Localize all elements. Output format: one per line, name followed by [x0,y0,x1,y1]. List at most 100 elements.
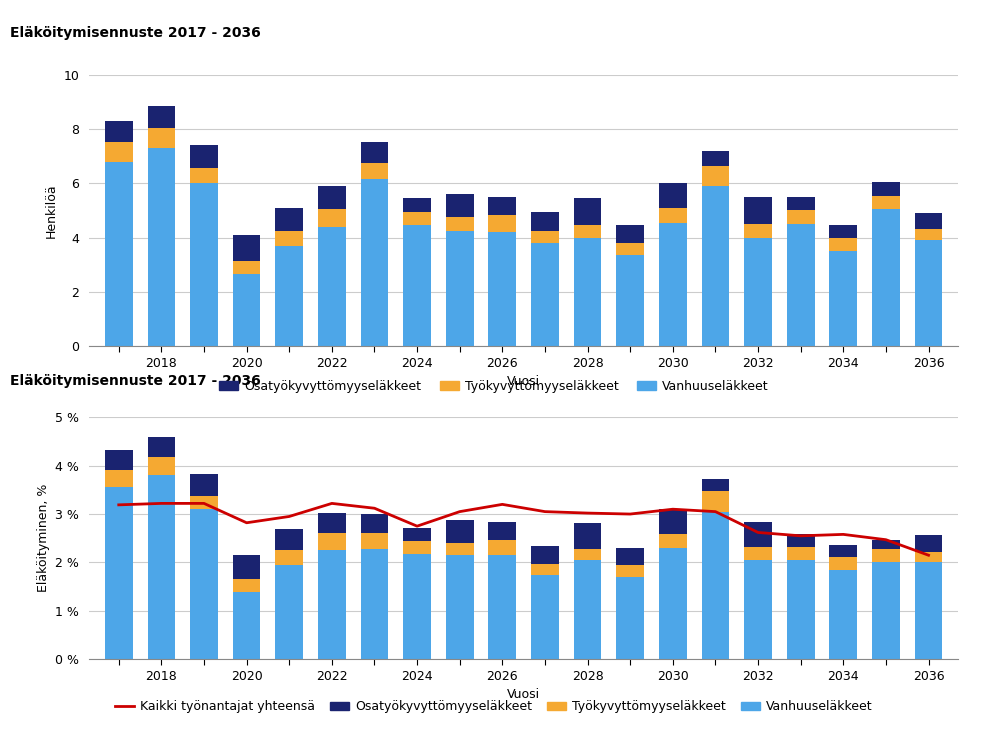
Bar [233,592,261,659]
Bar [915,229,943,241]
Y-axis label: Eläköityminen, %: Eläköityminen, % [37,484,49,592]
Bar [403,554,431,659]
Bar [361,533,388,549]
Bar [744,547,772,560]
Bar [701,186,729,346]
Text: Eläköitymisennuste 2017 - 2036: Eläköitymisennuste 2017 - 2036 [10,26,261,40]
Bar [872,562,900,659]
Bar [915,213,943,229]
Bar [276,208,303,231]
Bar [744,197,772,224]
Bar [147,148,175,346]
Bar [532,243,559,346]
Bar [617,565,644,577]
Bar [488,539,516,555]
Bar [830,570,858,659]
Bar [532,546,559,564]
Bar [488,555,516,659]
Bar [361,514,388,533]
Bar [701,479,729,491]
Bar [446,218,473,231]
Bar [233,235,261,261]
Bar [318,209,346,226]
Bar [190,183,217,346]
Bar [488,232,516,346]
Bar [105,471,132,487]
Bar [532,564,559,574]
Bar [233,261,261,274]
Bar [830,238,858,251]
Bar [190,475,217,495]
Bar [872,209,900,346]
Bar [147,437,175,457]
Bar [617,243,644,256]
Bar [659,548,687,659]
Bar [786,210,814,224]
Bar [744,522,772,547]
Bar [701,512,729,659]
Bar [830,226,858,238]
Bar [147,475,175,659]
Bar [361,549,388,659]
Bar [233,580,261,592]
Bar [744,238,772,346]
Bar [574,238,602,346]
Bar [318,226,346,346]
Legend: Kaikki työnantajat yhteensä, Osatyökyvyttömyyseläkkeet, Työkyvyttömyyseläkkeet, : Kaikki työnantajat yhteensä, Osatyökyvyt… [111,695,877,718]
Bar [403,527,431,541]
Bar [915,535,943,552]
Bar [233,274,261,346]
Bar [786,224,814,346]
Y-axis label: Henkilöä: Henkilöä [44,183,57,238]
Bar [744,224,772,238]
Bar [701,150,729,165]
Bar [488,197,516,215]
Bar [276,246,303,346]
Bar [786,534,814,547]
Bar [233,555,261,580]
Bar [786,560,814,659]
Bar [659,183,687,208]
Bar [276,551,303,565]
Text: Eläköitymisennuste 2017 - 2036: Eläköitymisennuste 2017 - 2036 [10,374,261,388]
Bar [318,513,346,533]
Bar [318,186,346,209]
Bar [659,223,687,346]
Bar [147,457,175,475]
X-axis label: Vuosi: Vuosi [507,688,540,701]
Bar [488,522,516,539]
Bar [488,215,516,232]
Bar [617,256,644,346]
Bar [105,142,132,162]
Bar [574,198,602,226]
Bar [276,565,303,659]
Bar [574,560,602,659]
Bar [574,226,602,238]
Bar [786,197,814,210]
Bar [403,541,431,554]
Bar [701,165,729,186]
Bar [190,168,217,183]
Bar [830,557,858,570]
Bar [617,577,644,659]
Bar [659,208,687,223]
Bar [190,145,217,168]
Bar [617,226,644,243]
Bar [532,212,559,231]
Bar [574,523,602,549]
Bar [147,106,175,127]
Bar [361,163,388,180]
Bar [403,198,431,212]
Bar [872,195,900,209]
Bar [574,549,602,560]
Bar [915,552,943,562]
Bar [276,529,303,551]
Bar [744,560,772,659]
Bar [190,510,217,659]
Bar [276,231,303,246]
Bar [915,241,943,346]
Bar [105,162,132,346]
Bar [318,551,346,659]
Bar [403,226,431,346]
Bar [105,121,132,142]
